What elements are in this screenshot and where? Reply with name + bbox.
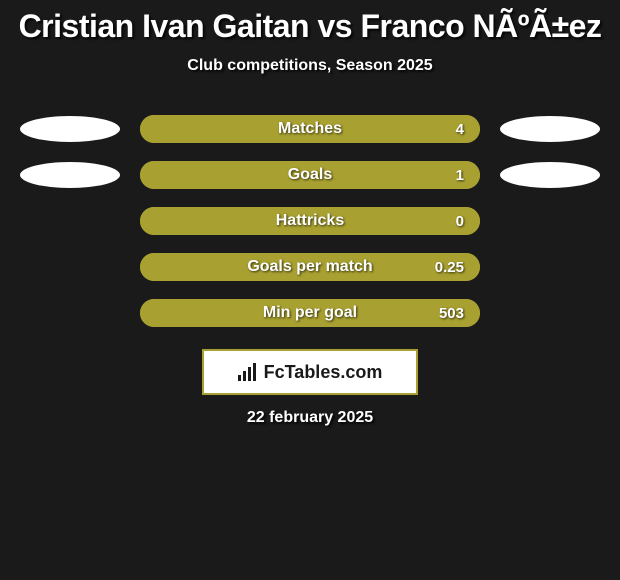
- stat-row: Hattricks 0: [0, 207, 620, 235]
- stat-value: 1: [456, 167, 464, 184]
- left-ellipse: [20, 254, 120, 280]
- stat-label: Goals: [288, 166, 332, 184]
- comparison-infographic: Cristian Ivan Gaitan vs Franco NÃºÃ±ez C…: [0, 0, 620, 427]
- stat-bar: Goals per match 0.25: [140, 253, 480, 281]
- left-ellipse: [20, 208, 120, 234]
- bar-chart-icon: [238, 363, 258, 381]
- right-ellipse: [500, 162, 600, 188]
- stat-row: Min per goal 503: [0, 299, 620, 327]
- stat-label: Matches: [278, 120, 342, 138]
- stat-value: 4: [456, 121, 464, 138]
- right-ellipse: [500, 208, 600, 234]
- left-ellipse: [20, 116, 120, 142]
- right-ellipse: [500, 300, 600, 326]
- stat-row: Matches 4: [0, 115, 620, 143]
- right-ellipse: [500, 116, 600, 142]
- stat-label: Min per goal: [263, 304, 357, 322]
- left-ellipse: [20, 300, 120, 326]
- stat-value: 0: [456, 213, 464, 230]
- stat-bar: Matches 4: [140, 115, 480, 143]
- right-ellipse: [500, 254, 600, 280]
- stat-rows: Matches 4 Goals 1 Hattricks 0 Goals per match 0…: [0, 115, 620, 327]
- logo-box: FcTables.com: [202, 349, 418, 395]
- stat-row: Goals 1: [0, 161, 620, 189]
- page-title: Cristian Ivan Gaitan vs Franco NÃºÃ±ez: [0, 8, 620, 45]
- stat-value: 503: [439, 305, 464, 322]
- logo-text: FcTables.com: [264, 362, 383, 383]
- stat-value: 0.25: [435, 259, 464, 276]
- stat-bar: Goals 1: [140, 161, 480, 189]
- date-label: 22 february 2025: [0, 409, 620, 427]
- stat-label: Hattricks: [276, 212, 344, 230]
- logo: FcTables.com: [238, 362, 383, 383]
- stat-row: Goals per match 0.25: [0, 253, 620, 281]
- subtitle: Club competitions, Season 2025: [0, 57, 620, 75]
- stat-label: Goals per match: [247, 258, 372, 276]
- stat-bar: Min per goal 503: [140, 299, 480, 327]
- stat-bar: Hattricks 0: [140, 207, 480, 235]
- left-ellipse: [20, 162, 120, 188]
